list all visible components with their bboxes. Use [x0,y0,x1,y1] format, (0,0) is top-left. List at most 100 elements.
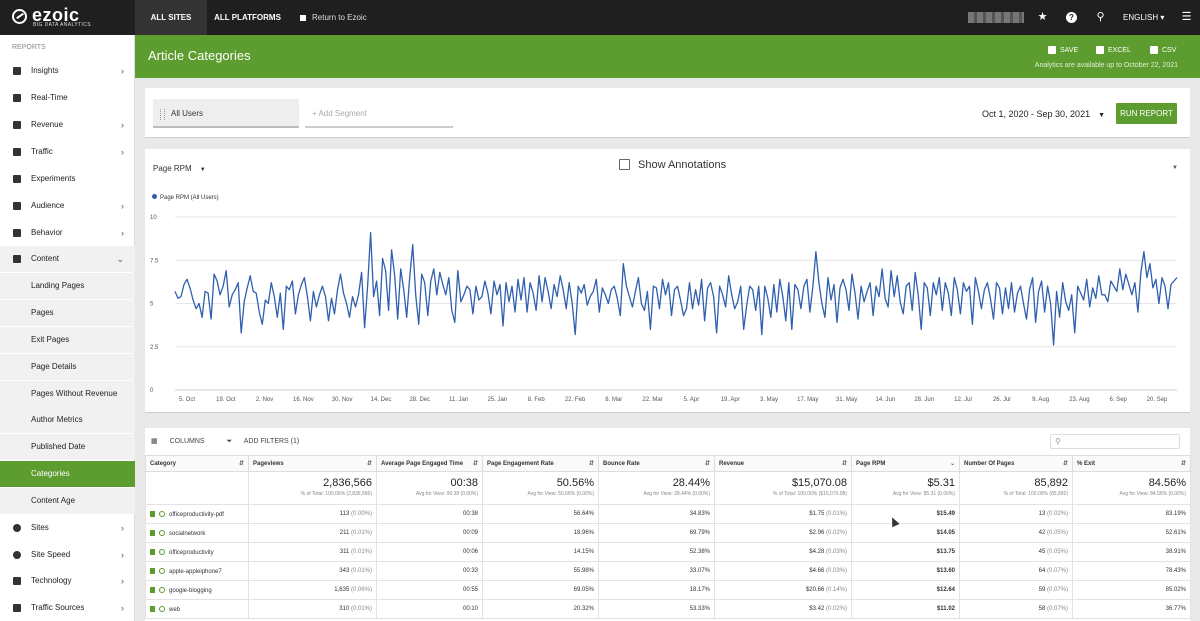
segment-all-users[interactable]: All Users [153,99,299,128]
sort-icon[interactable]: ⇵ [841,461,847,467]
category-cell[interactable]: apple-appleiphone7 [145,561,249,581]
info-icon[interactable] [159,548,165,555]
sidebar-item-revenue[interactable]: Revenue › [0,112,135,138]
info-icon[interactable] [159,586,165,593]
sidebar-subitem-pages[interactable]: Pages [0,300,135,326]
sidebar-item-real-time[interactable]: Real-Time [0,85,135,111]
sort-desc-icon[interactable]: ⌄ [949,461,955,467]
sort-icon[interactable]: ⇵ [366,461,372,467]
category-cell[interactable]: web [145,599,249,619]
cell-value: $12.64 [936,587,955,593]
info-icon[interactable] [159,529,165,536]
table-row[interactable]: google-blogging 1,635 (0.06%) 00:55 69.05% 1… [145,580,1191,600]
availability-note: Analytics are available up to October 22… [1034,62,1178,69]
language-selector[interactable]: ENGLISH ▾ [1123,0,1164,35]
total-number-of-pages: 85,892 % of Total: 100.00% (85,892) [959,471,1073,505]
col-header-engagement-rate[interactable]: Page Engagement Rate ⇵ [482,455,599,472]
table-search-input[interactable]: ⚲ [1050,434,1180,449]
sidebar-subitem-page-details[interactable]: Page Details [0,354,135,380]
search-icon[interactable]: ⚲ [1096,11,1105,23]
sort-icon[interactable]: ⇵ [472,461,478,467]
sort-icon[interactable]: ⇵ [588,461,594,467]
return-icon [300,14,306,21]
add-to-segment-icon[interactable] [150,548,155,555]
col-header-page-rpm[interactable]: Page RPM ⌄ [851,455,960,472]
help-icon[interactable]: ? [1065,11,1078,24]
category-cell[interactable]: officeproductivity [145,542,249,562]
sidebar-item-experiments[interactable]: Experiments [0,166,135,192]
sidebar-item-technology[interactable]: Technology › [0,568,135,594]
series-line-page-rpm[interactable] [174,231,1178,346]
annotations-checkbox[interactable] [619,159,630,170]
excel-export-button[interactable]: EXCEL [1096,46,1131,54]
sidebar-subitem-content-age[interactable]: Content Age [0,488,135,514]
sidebar-item-content[interactable]: Content ⌄ [0,246,135,272]
sort-icon[interactable]: ⇵ [704,461,710,467]
sidebar-item-site-speed[interactable]: Site Speed › [0,542,135,568]
info-icon[interactable] [159,605,165,612]
drag-handle-icon[interactable] [160,109,165,120]
add-filters-button[interactable]: ⏷ ADD FILTERS (1) [227,438,310,445]
col-header-exit[interactable]: % Exit ⇵ [1072,455,1191,472]
save-button[interactable]: SAVE [1048,46,1078,54]
add-to-segment-icon[interactable] [150,586,155,593]
info-icon[interactable] [159,510,165,517]
run-report-button[interactable]: RUN REPORT [1116,103,1177,124]
ezoic-logo[interactable]: ezoic BIG DATA ANALYTICS [10,4,135,31]
date-range-picker[interactable]: Oct 1, 2020 - Sep 30, 2021 ▼ [982,109,1105,119]
table-row[interactable]: officeproductivity-pdf 113 (0.00%) 00:38 56… [145,504,1191,524]
sidebar-item-behavior[interactable]: Behavior › [0,220,135,246]
col-header-category[interactable]: Category ⇵ [145,455,249,472]
table-row[interactable]: apple-appleiphone7 343 (0.01%) 00:33 55.98%… [145,561,1191,581]
sidebar-subitem-categories[interactable]: Categories [0,461,135,487]
engagement-rate-cell: 14.15% [482,542,599,562]
sidebar-subitem-published-date[interactable]: Published Date [0,434,135,460]
add-segment-button[interactable]: + Add Segment [305,99,453,128]
category-cell[interactable]: google-blogging [145,580,249,600]
add-to-segment-icon[interactable] [150,567,155,574]
col-header-engaged-time[interactable]: Average Page Engaged Time ⇵ [376,455,483,472]
table-row[interactable]: socialnetwork 211 (0.01%) 00:09 18.96% 69.79… [145,523,1191,543]
show-annotations-toggle[interactable]: Show Annotations [619,159,726,171]
sort-icon[interactable]: ⇵ [1180,461,1186,467]
table-row[interactable]: web 310 (0.01%) 00:10 20.32% 53.33% $3.42 (0.… [145,599,1191,619]
metric-selector[interactable]: Page RPM ▼ [153,164,206,173]
sidebar-item-audience[interactable]: Audience › [0,193,135,219]
exit-cell: 36.77% [1072,599,1191,619]
all-platforms-button[interactable]: ALL PLATFORMS [214,13,281,22]
sidebar-item-traffic-sources[interactable]: Traffic Sources › [0,595,135,621]
return-to-ezoic-link[interactable]: Return to Ezoic [300,0,367,35]
info-icon[interactable] [159,567,165,574]
table-row[interactable]: officeproductivity 311 (0.01%) 00:06 14.15%… [145,542,1191,562]
col-header-revenue[interactable]: Revenue ⇵ [714,455,852,472]
x-tick-label: 8. Feb [528,397,546,403]
collapse-chart-icon[interactable]: ▼ [1172,165,1178,171]
csv-export-button[interactable]: CSV [1150,46,1176,54]
add-to-segment-icon[interactable] [150,605,155,612]
add-to-segment-icon[interactable] [150,510,155,517]
star-icon[interactable]: ★ [1037,11,1048,23]
sidebar-subitem-landing-pages[interactable]: Landing Pages [0,273,135,299]
cell-value: $11.02 [936,606,955,612]
total-value: 28.44% [672,477,710,489]
sort-icon[interactable]: ⇵ [238,461,244,467]
category-cell[interactable]: socialnetwork [145,523,249,543]
col-header-bounce-rate[interactable]: Bounce Rate ⇵ [598,455,715,472]
sort-icon[interactable]: ⇵ [1062,461,1068,467]
add-to-segment-icon[interactable] [150,529,155,536]
sidebar-subitem-exit-pages[interactable]: Exit Pages [0,327,135,353]
sidebar-subitem-pages-without-revenue[interactable]: Pages Without Revenue [0,381,135,407]
sidebar-subitem-author-metrics[interactable]: Author Metrics [0,407,135,433]
columns-button[interactable]: ▦ COLUMNS [151,438,215,445]
user-account-menu[interactable] [968,12,1024,23]
all-sites-button[interactable]: ALL SITES [135,0,207,35]
sidebar-item-insights[interactable]: Insights › [0,58,135,84]
menu-icon[interactable]: ☰ [1181,11,1192,23]
sidebar-item-traffic[interactable]: Traffic › [0,139,135,165]
cell-value: 1,635 [334,587,350,593]
col-header-number-of-pages[interactable]: Number Of Pages ⇵ [959,455,1073,472]
category-cell[interactable]: officeproductivity-pdf [145,504,249,524]
col-header-pageviews[interactable]: Pageviews ⇵ [248,455,377,472]
sidebar-item-label: Content [31,254,60,263]
sidebar-item-sites[interactable]: Sites › [0,515,135,541]
